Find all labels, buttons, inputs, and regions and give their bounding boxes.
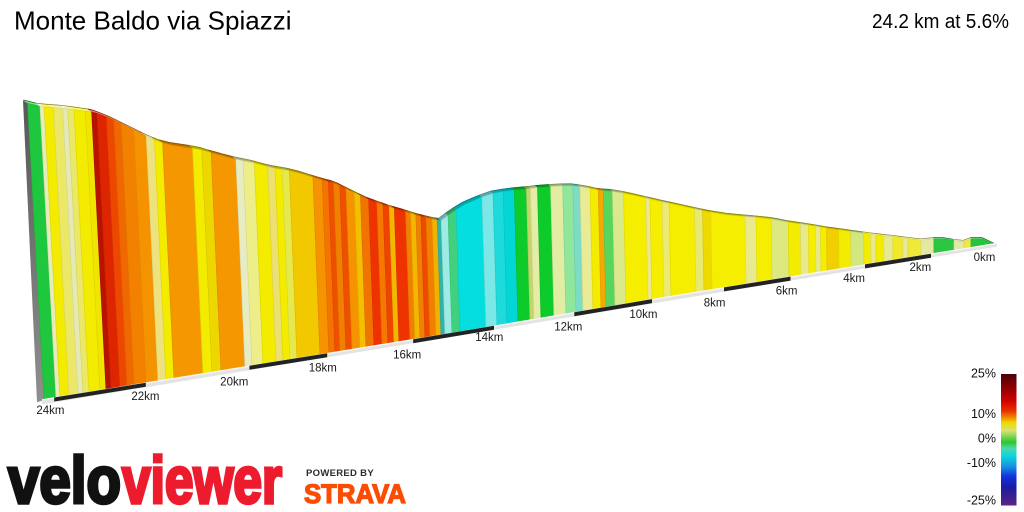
svg-text:4km: 4km [843,273,865,285]
svg-text:10%: 10% [971,407,996,421]
svg-text:24.2 km at 5.6%: 24.2 km at 5.6% [872,11,1009,33]
svg-text:18km: 18km [309,363,337,375]
svg-text:-10%: -10% [967,456,996,470]
svg-text:0%: 0% [978,432,996,446]
svg-text:Monte Baldo via Spiazzi: Monte Baldo via Spiazzi [14,6,291,36]
svg-text:22km: 22km [131,391,159,403]
svg-text:10km: 10km [629,309,657,321]
svg-text:6km: 6km [776,286,798,298]
svg-text:14km: 14km [475,332,503,344]
svg-text:25%: 25% [971,367,996,381]
svg-text:2km: 2km [909,262,931,274]
svg-text:-25%: -25% [967,494,996,508]
svg-text:12km: 12km [554,322,582,334]
svg-text:POWERED BY: POWERED BY [306,468,374,478]
svg-text:24km: 24km [36,405,64,417]
svg-text:velo: velo [8,443,121,512]
svg-text:8km: 8km [704,298,726,310]
svg-text:STRAVA: STRAVA [304,479,406,509]
svg-text:16km: 16km [393,349,421,361]
svg-text:0km: 0km [974,252,996,264]
svg-text:20km: 20km [220,377,248,389]
svg-text:viewer: viewer [122,443,282,512]
